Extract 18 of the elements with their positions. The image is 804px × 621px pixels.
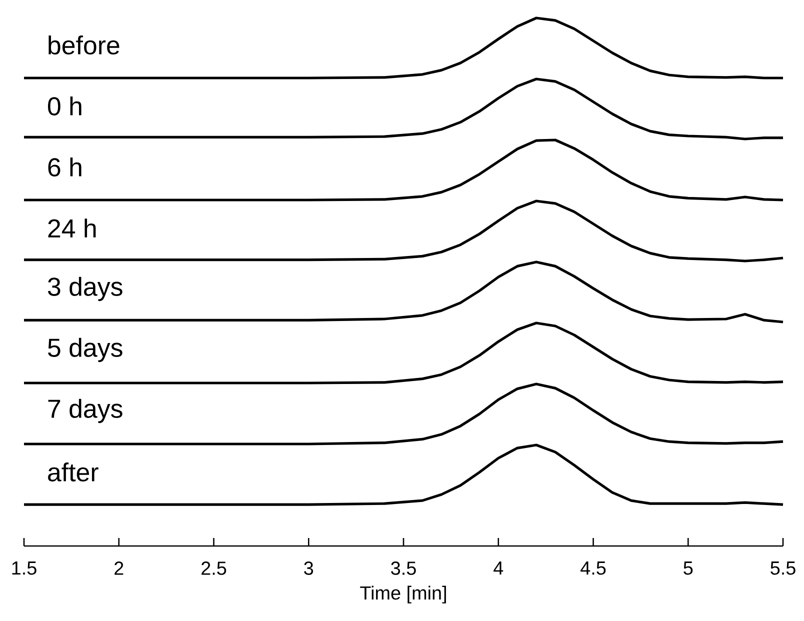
x-tick-label: 4 — [494, 562, 504, 575]
series-label: 6 h — [48, 157, 82, 177]
series-label: before — [48, 35, 120, 55]
x-tick-label: 3 — [304, 562, 314, 575]
x-tick-label: 2.5 — [202, 562, 226, 575]
series-label: 7 days — [48, 398, 122, 424]
series-label: 0 h — [48, 96, 82, 116]
series-label: 3 days — [48, 276, 122, 302]
x-tick-label: 5.5 — [770, 562, 796, 575]
series-label: 24 h — [48, 218, 96, 238]
x-tick-label: 1.5 — [12, 562, 36, 575]
x-tick-label: 2 — [114, 562, 124, 575]
x-axis-title: Time [min] — [360, 586, 446, 604]
x-tick-label: 5 — [684, 562, 693, 575]
x-tick-label: 3.5 — [391, 562, 416, 575]
series-label: after — [48, 462, 98, 482]
x-tick-label: 4.5 — [580, 562, 606, 575]
series-label: 5 days — [48, 338, 122, 362]
